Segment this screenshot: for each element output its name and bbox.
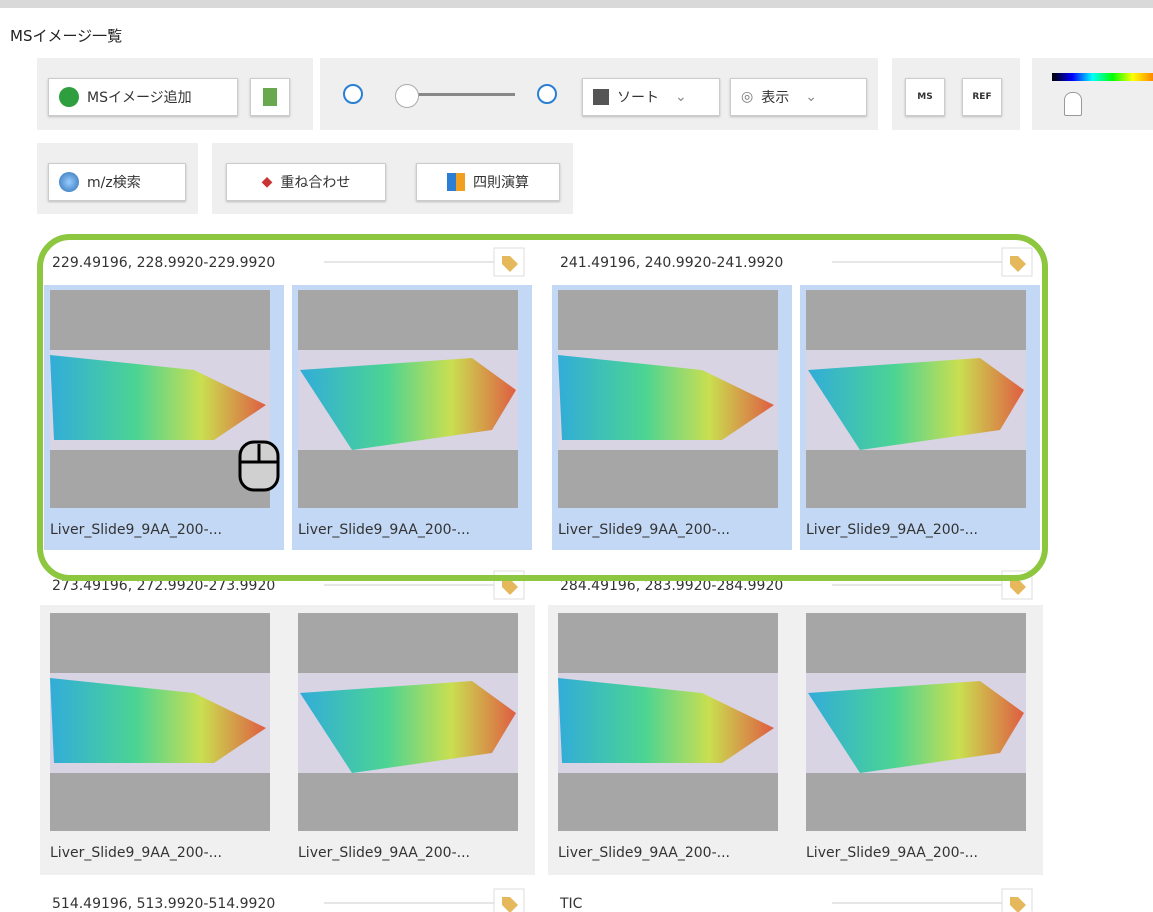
sort-button[interactable]: ソート ⌄: [582, 78, 720, 116]
tissue: [300, 681, 516, 773]
tag-icon[interactable]: [1001, 247, 1033, 277]
tag-glyph: [502, 256, 518, 272]
tag-glyph: [502, 579, 518, 595]
tissue: [300, 358, 516, 450]
add-button[interactable]: MSイメージ追加: [48, 78, 238, 116]
ref-button[interactable]: REF: [962, 78, 1002, 116]
button-label: m/z検索: [87, 175, 141, 191]
button-label: MS: [917, 92, 933, 102]
tag-glyph: [502, 897, 518, 912]
image-caption: Liver_Slide9_9AA_200-...: [558, 845, 730, 861]
slider-thumb[interactable]: [395, 84, 419, 108]
zoom-out[interactable]: [343, 84, 363, 104]
image-caption: Liver_Slide9_9AA_200-...: [806, 522, 978, 538]
mz-search-button[interactable]: m/z検索: [48, 163, 186, 201]
tissue: [50, 678, 266, 763]
ms-button[interactable]: MS: [905, 78, 945, 116]
tissue: [558, 678, 774, 763]
color-scale: [1052, 73, 1153, 81]
top-bar: [0, 0, 1153, 8]
overlay-button[interactable]: ◆ 重ね合わせ: [226, 163, 386, 201]
tissue: [808, 681, 1024, 773]
selection-outline: [37, 234, 1048, 581]
tissue: [50, 355, 266, 440]
button-label: 四則演算: [473, 175, 529, 191]
tag-glyph: [1010, 579, 1026, 595]
mouse-button: [241, 444, 277, 464]
button-label: MSイメージ追加: [87, 90, 192, 106]
section-title: MSイメージ一覧: [10, 27, 123, 45]
image-caption: Liver_Slide9_9AA_200-...: [806, 845, 978, 861]
image-caption: Liver_Slide9_9AA_200-...: [50, 522, 222, 538]
group-label: 514.49196, 513.9920-514.9920: [52, 896, 275, 912]
group-label: 241.49196, 240.9920-241.9920: [560, 255, 783, 271]
color-thumb[interactable]: [1064, 92, 1082, 116]
group-label: 273.49196, 272.9920-273.9920: [52, 578, 275, 594]
group-label: 284.49196, 283.9920-284.9920: [560, 578, 783, 594]
button-label: 重ね合わせ: [280, 175, 351, 191]
zoom-slider[interactable]: [400, 93, 515, 96]
mouse-icon: [238, 440, 280, 492]
arithmetic-button[interactable]: 四則演算: [416, 163, 560, 201]
image-caption: Liver_Slide9_9AA_200-...: [558, 522, 730, 538]
view-button[interactable]: ◎ 表示 ⌄: [730, 78, 867, 116]
delete-button[interactable]: [250, 78, 290, 116]
tag-glyph: [1010, 897, 1026, 912]
button-label: 表示: [761, 90, 790, 106]
tag-glyph: [1010, 256, 1026, 272]
colorbar-panel: [1032, 58, 1153, 130]
tissue: [558, 355, 774, 440]
group-label: TIC: [559, 896, 583, 912]
image-caption: Liver_Slide9_9AA_200-...: [298, 522, 470, 538]
tissue: [808, 358, 1024, 450]
image-caption: Liver_Slide9_9AA_200-...: [298, 845, 470, 861]
group-label: 229.49196, 228.9920-229.9920: [52, 255, 275, 271]
zoom-in[interactable]: [537, 84, 557, 104]
button-label: REF: [972, 92, 992, 102]
image-caption: Liver_Slide9_9AA_200-...: [50, 845, 222, 861]
button-label: ソート: [617, 90, 659, 106]
